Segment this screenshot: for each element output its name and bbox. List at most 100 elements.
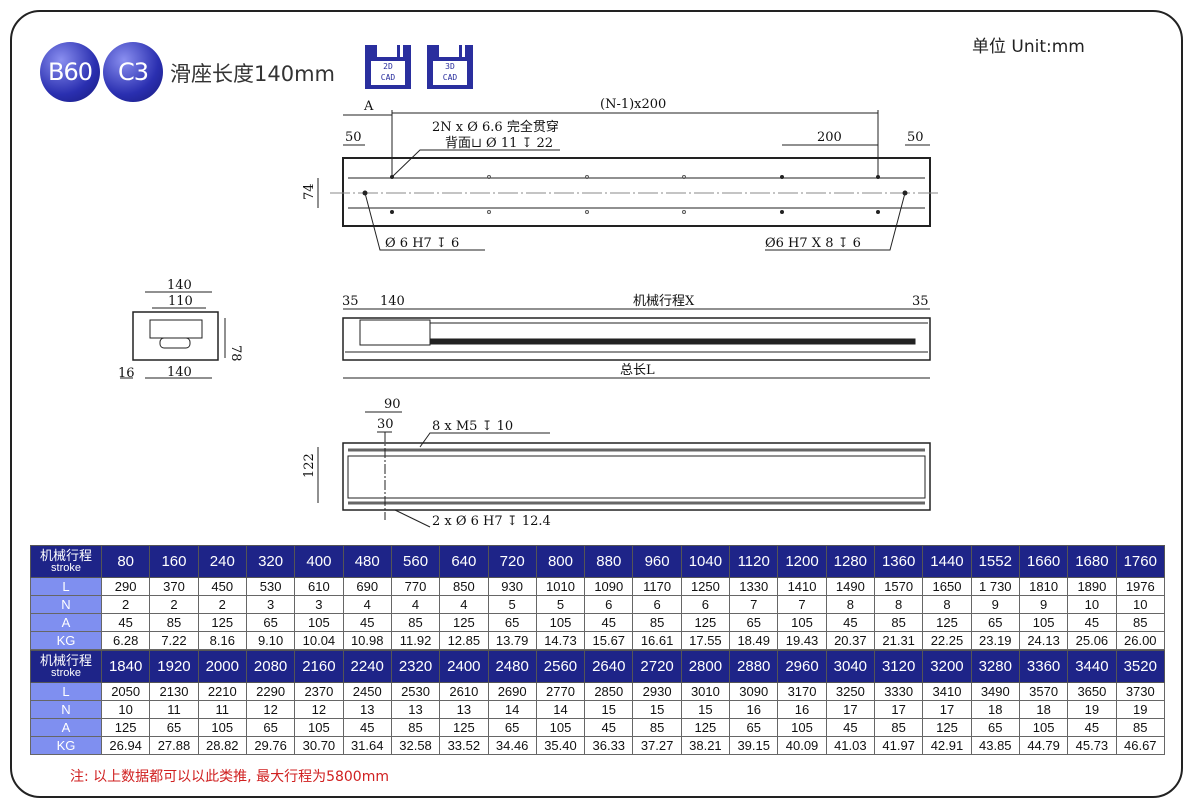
a-cell: 105 — [1018, 718, 1069, 737]
stroke-cell: 880 — [584, 545, 634, 578]
stroke-cell: 2480 — [487, 650, 537, 683]
kg-cell: 40.09 — [777, 736, 827, 755]
stroke-cell: 2640 — [584, 650, 634, 683]
n-cell: 11 — [149, 700, 199, 719]
kg-cell: 10.04 — [294, 631, 344, 650]
end-view: 140 110 78 16 140 — [118, 278, 243, 381]
kg-cell: 25.06 — [1067, 631, 1117, 650]
row-label-l: L — [30, 682, 102, 701]
bottom-dim-30: 30 — [377, 417, 394, 432]
kg-cell: 31.64 — [342, 736, 392, 755]
bottom-view: 90 30 8 x M5 ↧ 10 122 2 x Ø 6 H7 ↧ 12.4 — [302, 397, 931, 529]
l-cell: 2290 — [245, 682, 296, 701]
l-cell: 1 730 — [970, 577, 1020, 596]
l-cell: 2690 — [487, 682, 537, 701]
n-cell: 14 — [535, 700, 586, 719]
kg-cell: 14.73 — [535, 631, 586, 650]
a-cell: 105 — [197, 718, 247, 737]
n-cell: 5 — [487, 595, 537, 614]
stroke-cell: 2400 — [439, 650, 489, 683]
l-cell: 3010 — [680, 682, 731, 701]
a-cell: 65 — [487, 613, 537, 632]
kg-cell: 42.91 — [922, 736, 972, 755]
end-dim-78: 78 — [228, 345, 243, 362]
l-cell: 370 — [149, 577, 199, 596]
end-dim-16: 16 — [118, 366, 135, 381]
table-row-kg: KG 26.94 27.88 28.82 29.76 30.70 31.64 32.58 33.… — [30, 736, 1166, 755]
kg-cell: 15.67 — [584, 631, 634, 650]
stroke-cell: 1440 — [922, 545, 972, 578]
stroke-cell: 80 — [100, 545, 151, 578]
n-cell: 6 — [680, 595, 731, 614]
l-cell: 2850 — [584, 682, 634, 701]
l-cell: 2610 — [439, 682, 489, 701]
a-cell: 85 — [390, 613, 441, 632]
thread-note: 8 x M5 ↧ 10 — [432, 419, 513, 434]
kg-cell: 39.15 — [729, 736, 779, 755]
stroke-cell: 1760 — [1115, 545, 1166, 578]
pin-note-right: Ø6 H7 X 8 ↧ 6 — [765, 236, 861, 251]
hole-note-1: 2N x Ø 6.6 完全贯穿 — [432, 119, 559, 135]
l-cell: 3330 — [873, 682, 924, 701]
stroke-cell: 160 — [149, 545, 199, 578]
kg-cell: 41.97 — [873, 736, 924, 755]
n-cell: 2 — [100, 595, 151, 614]
l-cell: 530 — [245, 577, 296, 596]
row-label-kg: KG — [30, 736, 102, 755]
n-cell: 6 — [632, 595, 682, 614]
l-cell: 3170 — [777, 682, 827, 701]
stroke-cell: 240 — [197, 545, 247, 578]
table-row-l: L 290 370 450 530 610 690 770 850 930 1010 1090 1170… — [30, 577, 1166, 596]
l-cell: 1570 — [873, 577, 924, 596]
n-cell: 16 — [777, 700, 827, 719]
stroke-cell: 1360 — [873, 545, 924, 578]
side-view: 35 140 机械行程X 35 总长L — [342, 294, 931, 379]
stroke-cell: 1660 — [1018, 545, 1069, 578]
dim-right-50: 50 — [907, 130, 924, 145]
footnote: 注: 以上数据都可以以此类推, 最大行程为5800mm — [70, 769, 389, 785]
kg-cell: 11.92 — [390, 631, 441, 650]
stroke-cell: 2000 — [197, 650, 247, 683]
row-label-stroke: 机械行程 stroke — [30, 545, 102, 578]
a-cell: 105 — [777, 613, 827, 632]
dim-a: A — [363, 99, 374, 114]
kg-cell: 7.22 — [149, 631, 199, 650]
kg-cell: 21.31 — [873, 631, 924, 650]
a-cell: 125 — [680, 718, 731, 737]
l-cell: 290 — [100, 577, 151, 596]
unit-label: 单位 Unit:mm — [972, 37, 1085, 57]
end-dim-110: 110 — [168, 294, 193, 309]
a-cell: 85 — [632, 613, 682, 632]
stroke-cell: 3360 — [1018, 650, 1069, 683]
a-cell: 85 — [1115, 613, 1166, 632]
cad-2d-download-icon[interactable]: 2D CAD — [365, 45, 411, 89]
a-cell: 105 — [1018, 613, 1069, 632]
n-cell: 6 — [584, 595, 634, 614]
table-row-a: A 45 85 125 65 105 45 85 125 65 105 45 85 125 65 105 45 8… — [30, 613, 1166, 632]
kg-cell: 8.16 — [197, 631, 247, 650]
n-cell: 17 — [825, 700, 876, 719]
stroke-cell: 3440 — [1067, 650, 1117, 683]
n-cell: 2 — [197, 595, 247, 614]
l-cell: 3490 — [970, 682, 1020, 701]
kg-cell: 10.98 — [342, 631, 392, 650]
a-cell: 105 — [777, 718, 827, 737]
variant-badge: C3 — [103, 42, 163, 102]
l-cell: 3410 — [922, 682, 972, 701]
stroke-cell: 2560 — [535, 650, 586, 683]
a-cell: 125 — [922, 613, 972, 632]
a-cell: 65 — [970, 613, 1020, 632]
stroke-cell: 2160 — [294, 650, 344, 683]
table-row-a: A 125 65 105 65 105 45 85 125 65 105 45 85 125 65 105 45… — [30, 718, 1166, 737]
a-cell: 125 — [197, 613, 247, 632]
n-cell: 19 — [1115, 700, 1166, 719]
kg-cell: 37.27 — [632, 736, 682, 755]
a-cell: 45 — [1067, 613, 1117, 632]
l-cell: 2450 — [342, 682, 392, 701]
bottom-dim-90: 90 — [384, 397, 401, 412]
stroke-cell: 2240 — [342, 650, 392, 683]
cad-3d-download-icon[interactable]: 3D CAD — [427, 45, 473, 89]
n-cell: 4 — [439, 595, 489, 614]
a-cell: 65 — [149, 718, 199, 737]
